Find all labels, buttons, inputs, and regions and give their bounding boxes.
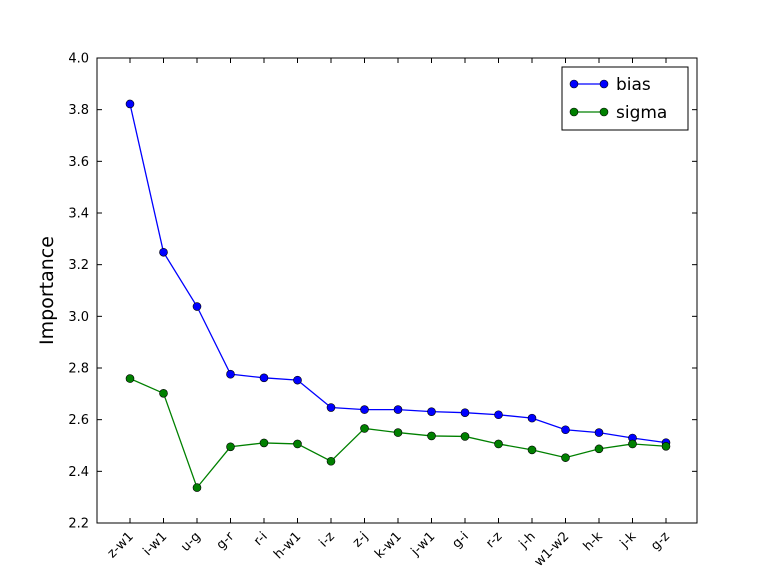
legend: bias sigma bbox=[561, 66, 689, 131]
legend-marker-sigma bbox=[569, 107, 579, 117]
data-point-sigma bbox=[661, 441, 671, 451]
y-tick-label: 2.2 bbox=[68, 517, 89, 532]
y-tick-label: 2.6 bbox=[68, 413, 89, 428]
data-point-bias bbox=[226, 369, 235, 379]
data-point-bias bbox=[427, 407, 436, 416]
data-point-sigma bbox=[427, 431, 436, 441]
y-tick-label: 2.4 bbox=[68, 465, 89, 480]
data-point-sigma bbox=[594, 444, 604, 454]
y-tick-label: 4.0 bbox=[68, 52, 89, 67]
series-layer bbox=[125, 99, 671, 492]
data-point-bias bbox=[293, 375, 302, 385]
y-tick-label: 3.4 bbox=[68, 207, 89, 222]
data-point-sigma bbox=[259, 438, 269, 448]
legend-box bbox=[561, 66, 689, 131]
y-tick-label: 3.2 bbox=[68, 258, 89, 273]
data-point-sigma bbox=[494, 439, 503, 449]
data-point-bias bbox=[326, 403, 336, 412]
data-point-bias bbox=[594, 428, 604, 437]
legend-label-bias: bias bbox=[616, 75, 651, 95]
y-tick-label: 3.8 bbox=[68, 103, 89, 118]
series-sigma bbox=[125, 374, 671, 492]
data-point-sigma bbox=[527, 445, 537, 455]
data-point-sigma bbox=[628, 439, 637, 449]
data-point-bias bbox=[527, 413, 537, 423]
data-point-bias bbox=[159, 247, 168, 257]
data-point-sigma bbox=[125, 374, 135, 383]
data-point-bias bbox=[192, 302, 202, 311]
data-point-sigma bbox=[226, 442, 235, 452]
data-point-bias bbox=[460, 408, 470, 417]
data-point-sigma bbox=[293, 439, 302, 449]
data-point-bias bbox=[393, 405, 403, 414]
y-tick-label: 3.6 bbox=[68, 155, 89, 170]
legend-label-sigma: sigma bbox=[616, 103, 667, 123]
legend-marker-bias bbox=[569, 79, 579, 89]
data-point-bias bbox=[561, 425, 570, 435]
data-point-bias bbox=[125, 99, 135, 109]
y-tick-label: 2.8 bbox=[68, 362, 89, 377]
data-point-bias bbox=[259, 373, 269, 383]
legend-marker-bias bbox=[599, 79, 609, 89]
data-point-sigma bbox=[360, 424, 369, 433]
y-tick-label: 3.0 bbox=[68, 310, 89, 325]
data-point-sigma bbox=[561, 453, 570, 462]
data-point-sigma bbox=[159, 389, 168, 398]
data-point-sigma bbox=[192, 483, 202, 492]
data-point-sigma bbox=[326, 456, 336, 466]
data-point-sigma bbox=[460, 432, 470, 441]
legend-marker-sigma bbox=[599, 107, 609, 117]
data-point-bias bbox=[360, 405, 369, 414]
series-bias bbox=[125, 99, 671, 447]
data-point-sigma bbox=[393, 428, 403, 437]
y-axis-label: Importance bbox=[36, 236, 58, 345]
plot-frame bbox=[96, 57, 698, 524]
data-point-bias bbox=[494, 410, 503, 420]
